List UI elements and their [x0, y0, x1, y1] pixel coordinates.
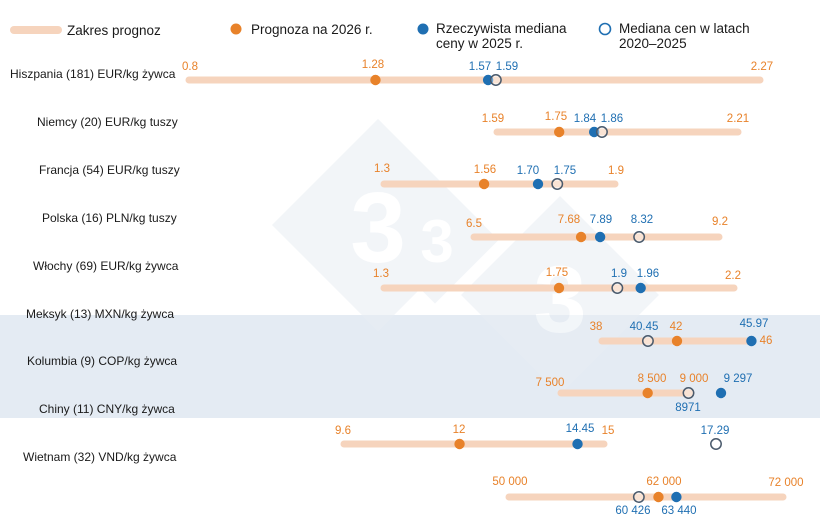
svg-text:3: 3	[534, 247, 587, 353]
range-max-label: 15	[602, 425, 615, 437]
forecast-value-label: 62 000	[646, 476, 681, 488]
row-label-vietnam: Wietnam (32) VND/kg żywca	[23, 450, 177, 464]
actual-value-label: 9 297	[724, 373, 753, 385]
median-value-label: 17.29	[701, 425, 730, 437]
row-label-poland: Polska (16) PLN/kg tuszy	[42, 211, 177, 225]
actual-median-point	[572, 438, 583, 450]
range-min-label: 1.59	[482, 113, 504, 125]
median-value-label: 40.45	[630, 321, 659, 333]
legend-median-marker	[598, 22, 612, 36]
range-min-label: 6.5	[466, 218, 482, 230]
forecast-value-label: 8 500	[638, 373, 667, 385]
range-max-label: 2.27	[751, 61, 773, 73]
median-value-label: 60 426	[615, 505, 650, 517]
legend-median-label-line2: 2020–2025	[619, 36, 687, 51]
actual-median-point	[594, 231, 606, 243]
historic-median-point	[682, 387, 695, 399]
actual-value-label: 1.84	[574, 113, 597, 125]
legend-forecast-marker	[230, 23, 242, 35]
actual-median-point	[532, 178, 544, 190]
row-label-germany: Niemcy (20) EUR/kg tuszy	[37, 115, 178, 129]
row-label-italy: Włochy (69) EUR/kg żywca	[33, 259, 179, 273]
historic-median-point	[633, 231, 646, 243]
historic-median-point	[551, 178, 564, 190]
range-min-label: 0.8	[182, 61, 198, 73]
historic-median-point	[596, 126, 608, 138]
row-label-spain: Hiszpania (181) EUR/kg żywca	[10, 67, 176, 81]
historic-median-point	[641, 335, 654, 347]
forecast-value-label: 1.56	[474, 164, 496, 176]
range-min-label: 1.3	[374, 163, 390, 175]
highlight-band	[0, 315, 820, 418]
range-max-label: 9 000	[680, 373, 709, 385]
forecast-point	[553, 282, 565, 294]
forecast-value-label: 12	[453, 424, 466, 436]
range-max-label: 72 000	[768, 477, 803, 489]
median-value-label: 1.86	[601, 113, 623, 125]
range-min-label: 50 000	[492, 476, 527, 488]
range-max-label: 9.2	[712, 216, 728, 228]
actual-value-label: 1.57	[469, 61, 491, 73]
forecast-point	[478, 178, 490, 190]
median-value-label: 1.9	[611, 268, 627, 280]
forecast-point	[553, 126, 565, 138]
actual-value-label: 45.97	[740, 318, 769, 330]
range-max-label: 2.2	[725, 270, 741, 282]
row-label-france: Francja (54) EUR/kg tuszy	[39, 163, 180, 177]
forecast-point	[370, 74, 381, 86]
legend-range-label: Zakres prognoz	[67, 23, 161, 38]
historic-median-point	[489, 74, 502, 86]
forecast-point	[575, 231, 587, 243]
historic-median-point	[611, 282, 624, 294]
range-min-label: 1.3	[373, 268, 389, 280]
median-value-label: 1.75	[554, 165, 576, 177]
actual-median-point	[715, 387, 727, 399]
legend-median-label-line1: Mediana cen w latach	[619, 21, 750, 36]
legend-forecast-label: Prognoza na 2026 r.	[251, 22, 373, 37]
forecast-point	[454, 438, 465, 450]
forecast-value-label: 42	[670, 321, 683, 333]
actual-median-point	[671, 491, 682, 503]
row-label-china: Chiny (11) CNY/kg żywca	[39, 402, 175, 416]
range-min-label: 38	[590, 321, 603, 333]
forecast-value-label: 1.75	[545, 111, 567, 123]
forecast-value-label: 1.28	[362, 59, 384, 71]
forecast-point	[653, 491, 664, 503]
actual-value-label: 63 440	[661, 505, 696, 517]
row-label-mexico: Meksyk (13) MXN/kg żywca	[26, 307, 174, 321]
actual-value-label: 7.89	[590, 214, 612, 226]
forecast-point	[642, 387, 653, 399]
median-value-label: 1.59	[496, 61, 518, 73]
forecast-value-label: 1.75	[546, 267, 568, 279]
median-value-label: 8971	[675, 402, 701, 414]
historic-median-point	[710, 438, 722, 450]
range-max-label: 46	[760, 335, 773, 347]
legend-actual-label-line2: ceny w 2025 r.	[436, 36, 523, 51]
historic-median-point	[632, 491, 645, 503]
row-label-colombia: Kolumbia (9) COP/kg żywca	[27, 354, 177, 368]
row-labels: Hiszpania (181) EUR/kg żywca Niemcy (20)…	[10, 67, 180, 464]
forecast-point	[671, 335, 683, 347]
actual-value-label: 14.45	[566, 423, 595, 435]
svg-text:3: 3	[420, 208, 453, 275]
actual-median-point	[635, 282, 646, 294]
range-min-label: 9.6	[335, 425, 351, 437]
actual-median-point	[746, 335, 757, 347]
forecast-value-label: 7.68	[558, 214, 580, 226]
legend-actual-marker	[417, 23, 429, 35]
data-rows: 0.8 2.27 1.28 1.57 1.59 1.59 2.21 1.75 1.84 1.86 1…	[182, 59, 804, 517]
legend: Zakres prognoz Prognoza na 2026 r. Rzecz…	[10, 21, 750, 51]
legend-actual-label-line1: Rzeczywista mediana	[436, 21, 567, 36]
svg-text:3: 3	[350, 172, 406, 284]
range-max-label: 1.9	[608, 165, 624, 177]
actual-value-label: 1.96	[637, 268, 659, 280]
median-value-label: 8.32	[631, 214, 653, 226]
actual-value-label: 1.70	[517, 165, 539, 177]
range-max-label: 2.21	[727, 113, 749, 125]
range-min-label: 7 500	[536, 377, 565, 389]
